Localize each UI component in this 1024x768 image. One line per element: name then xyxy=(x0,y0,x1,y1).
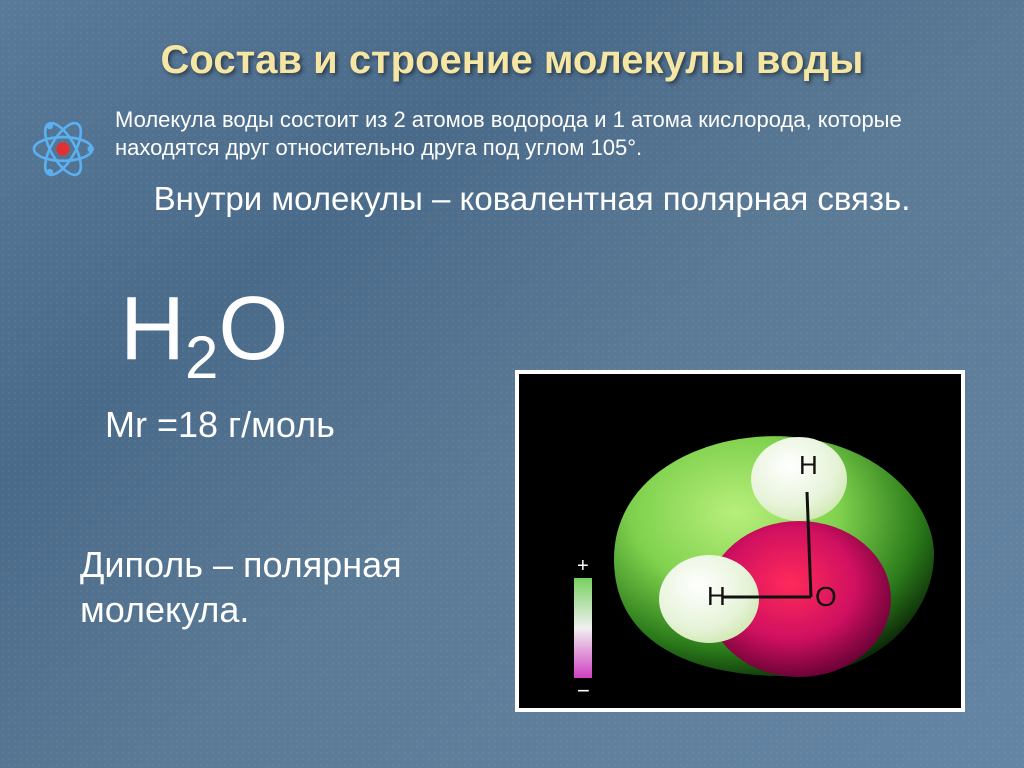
molar-mass: Mr =18 г/моль xyxy=(105,404,335,446)
chemical-formula: H2O xyxy=(120,278,288,392)
formula-h: H xyxy=(120,279,185,379)
label-h-left: H xyxy=(707,581,726,611)
potential-scale-bar xyxy=(574,578,592,678)
slide: Состав и строение молекулы воды Молекула… xyxy=(0,0,1024,768)
slide-title: Состав и строение молекулы воды xyxy=(0,38,1024,83)
scale-plus: + xyxy=(577,555,589,577)
subtitle-text: Молекула воды состоит из 2 атомов водоро… xyxy=(115,106,964,161)
formula-o: O xyxy=(218,279,288,379)
formula-sub: 2 xyxy=(185,324,218,391)
label-h-top: H xyxy=(799,450,818,480)
dipole-text: Диполь – полярная молекула. xyxy=(80,542,500,632)
molecule-figure: H H O + − xyxy=(515,370,965,712)
molecule-svg: H H O + − xyxy=(519,374,965,712)
label-o: O xyxy=(815,581,837,612)
atom-icon xyxy=(30,116,96,182)
bond-text: Внутри молекулы – ковалентная полярная с… xyxy=(100,178,964,220)
scale-minus: − xyxy=(577,678,590,703)
